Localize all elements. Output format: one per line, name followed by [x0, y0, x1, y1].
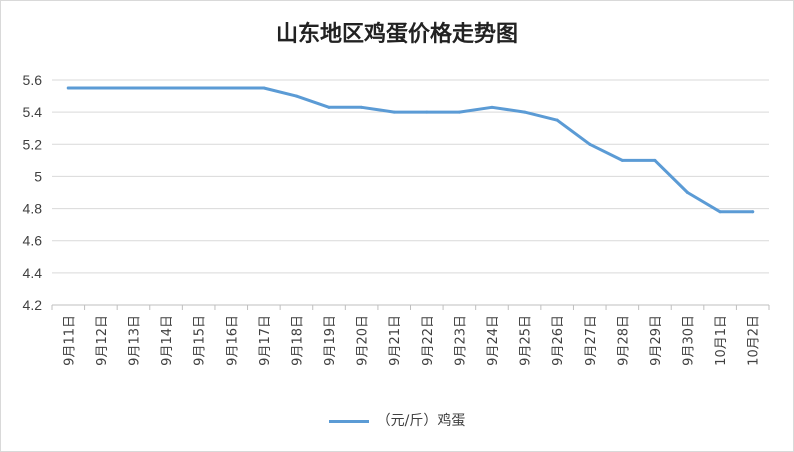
x-tick-label: 9月28日: [616, 315, 631, 366]
legend-swatch: [328, 419, 369, 423]
data-point: [653, 158, 657, 162]
data-point: [751, 210, 755, 214]
x-tick-label: 9月25日: [519, 315, 534, 366]
data-point: [392, 110, 396, 114]
y-tick-label: 4.8: [23, 201, 43, 217]
y-tick-label: 4.4: [23, 265, 43, 281]
data-point: [588, 142, 592, 146]
data-point: [360, 105, 364, 109]
x-tick-label: 9月15日: [193, 315, 208, 366]
y-tick-label: 4.2: [23, 297, 43, 313]
x-tick-label: 9月19日: [323, 315, 338, 366]
x-tick-label: 10月1日: [714, 315, 729, 366]
data-point: [262, 86, 266, 90]
data-point: [523, 110, 527, 114]
series-line-0: [66, 86, 755, 214]
x-tick-label: 9月12日: [95, 315, 110, 366]
x-tick-label: 9月22日: [421, 315, 436, 366]
legend-label: （元/斤）鸡蛋: [376, 413, 466, 429]
y-tick-label: 5.2: [23, 136, 43, 152]
x-tick-label: 9月30日: [682, 315, 697, 366]
x-tick-label: 9月13日: [127, 315, 142, 366]
legend: （元/斤）鸡蛋: [0, 410, 794, 430]
x-tick-label: 9月14日: [160, 315, 175, 366]
data-point: [229, 86, 233, 90]
data-point: [686, 191, 690, 194]
x-tick-label: 9月18日: [290, 315, 305, 366]
data-point: [620, 158, 624, 162]
x-axis-ticks: 9月11日 9月12日 9月13日 9月14日 9月15日 9月16日 9月17日 9月18日…: [51, 305, 770, 366]
x-tick-label: 9月17日: [258, 315, 273, 366]
series-layer: [66, 86, 755, 214]
data-point: [718, 210, 722, 214]
data-point: [197, 86, 201, 90]
chart-title: 山东地区鸡蛋价格走势图: [275, 21, 518, 47]
y-tick-label: 5.4: [23, 104, 43, 120]
data-point: [131, 86, 135, 90]
x-tick-label: 9月26日: [551, 315, 566, 366]
data-point: [294, 94, 298, 98]
x-tick-label: 9月16日: [225, 315, 240, 366]
x-tick-label: 9月29日: [649, 315, 664, 366]
data-point: [66, 86, 70, 90]
x-tick-label: 10月2日: [747, 315, 762, 366]
y-axis-ticks: 4.2 4.4 4.6 4.8 5 5.2 5.4 5.6: [23, 72, 43, 313]
data-point: [327, 105, 331, 109]
x-tick-label: 9月11日: [62, 315, 77, 366]
y-tick-label: 4.6: [23, 233, 43, 249]
data-point: [555, 118, 559, 122]
x-tick-label: 9月24日: [486, 315, 501, 366]
x-tick-label: 9月20日: [356, 315, 371, 366]
y-tick-label: 5.6: [23, 72, 43, 88]
data-point: [99, 86, 103, 90]
x-tick-label: 9月21日: [388, 315, 403, 366]
y-tick-label: 5: [34, 168, 42, 184]
data-point: [164, 86, 168, 90]
data-point: [490, 105, 494, 109]
x-tick-label: 9月27日: [584, 315, 599, 366]
data-point: [457, 110, 461, 114]
grid-layer: [52, 79, 769, 306]
x-tick-label: 9月23日: [453, 315, 468, 366]
data-point: [425, 110, 429, 114]
